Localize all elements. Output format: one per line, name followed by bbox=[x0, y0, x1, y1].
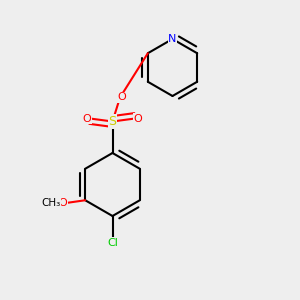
Text: O: O bbox=[117, 92, 126, 103]
Text: CH₃: CH₃ bbox=[41, 198, 60, 208]
Text: O: O bbox=[82, 113, 91, 124]
Text: N: N bbox=[168, 34, 177, 44]
Text: O: O bbox=[58, 198, 67, 208]
Text: O: O bbox=[134, 113, 142, 124]
Text: S: S bbox=[109, 115, 116, 128]
Text: Cl: Cl bbox=[107, 238, 118, 248]
